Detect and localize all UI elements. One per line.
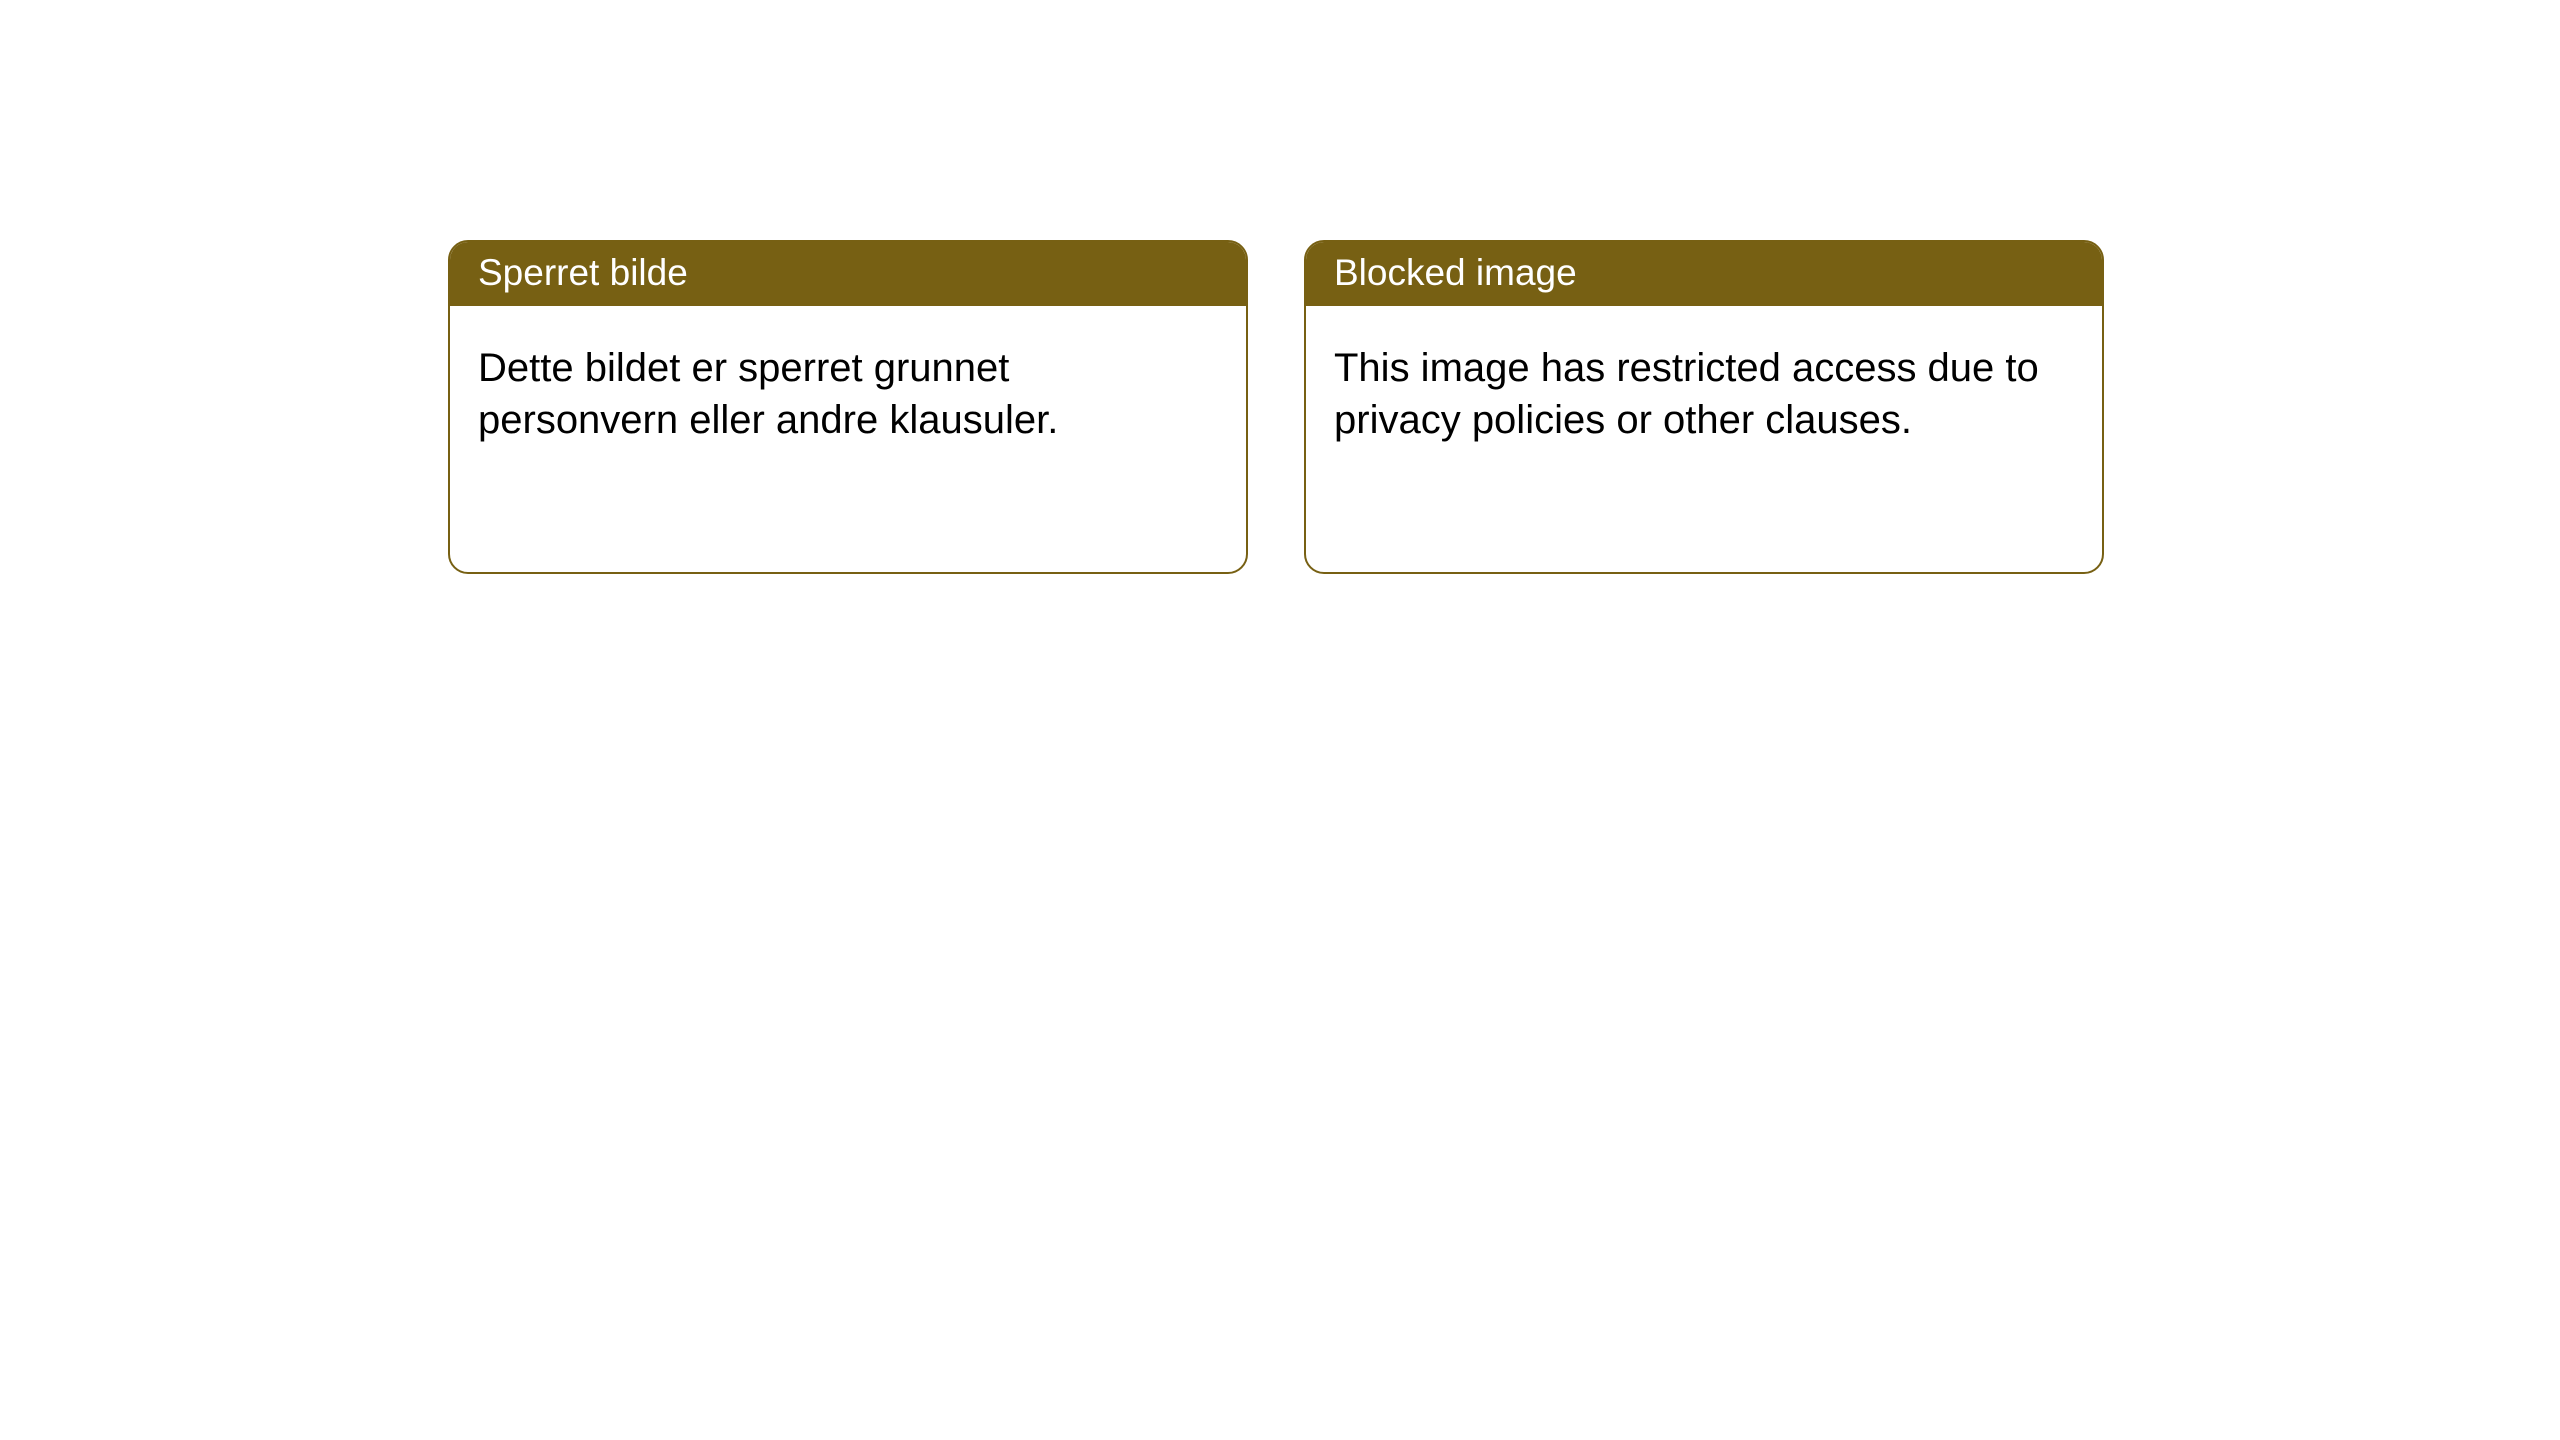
notice-header-english: Blocked image <box>1306 242 2102 306</box>
notice-body-english: This image has restricted access due to … <box>1306 306 2102 466</box>
notice-container: Sperret bilde Dette bildet er sperret gr… <box>448 240 2104 574</box>
notice-card-norwegian: Sperret bilde Dette bildet er sperret gr… <box>448 240 1248 574</box>
notice-body-norwegian: Dette bildet er sperret grunnet personve… <box>450 306 1246 466</box>
notice-header-norwegian: Sperret bilde <box>450 242 1246 306</box>
notice-card-english: Blocked image This image has restricted … <box>1304 240 2104 574</box>
